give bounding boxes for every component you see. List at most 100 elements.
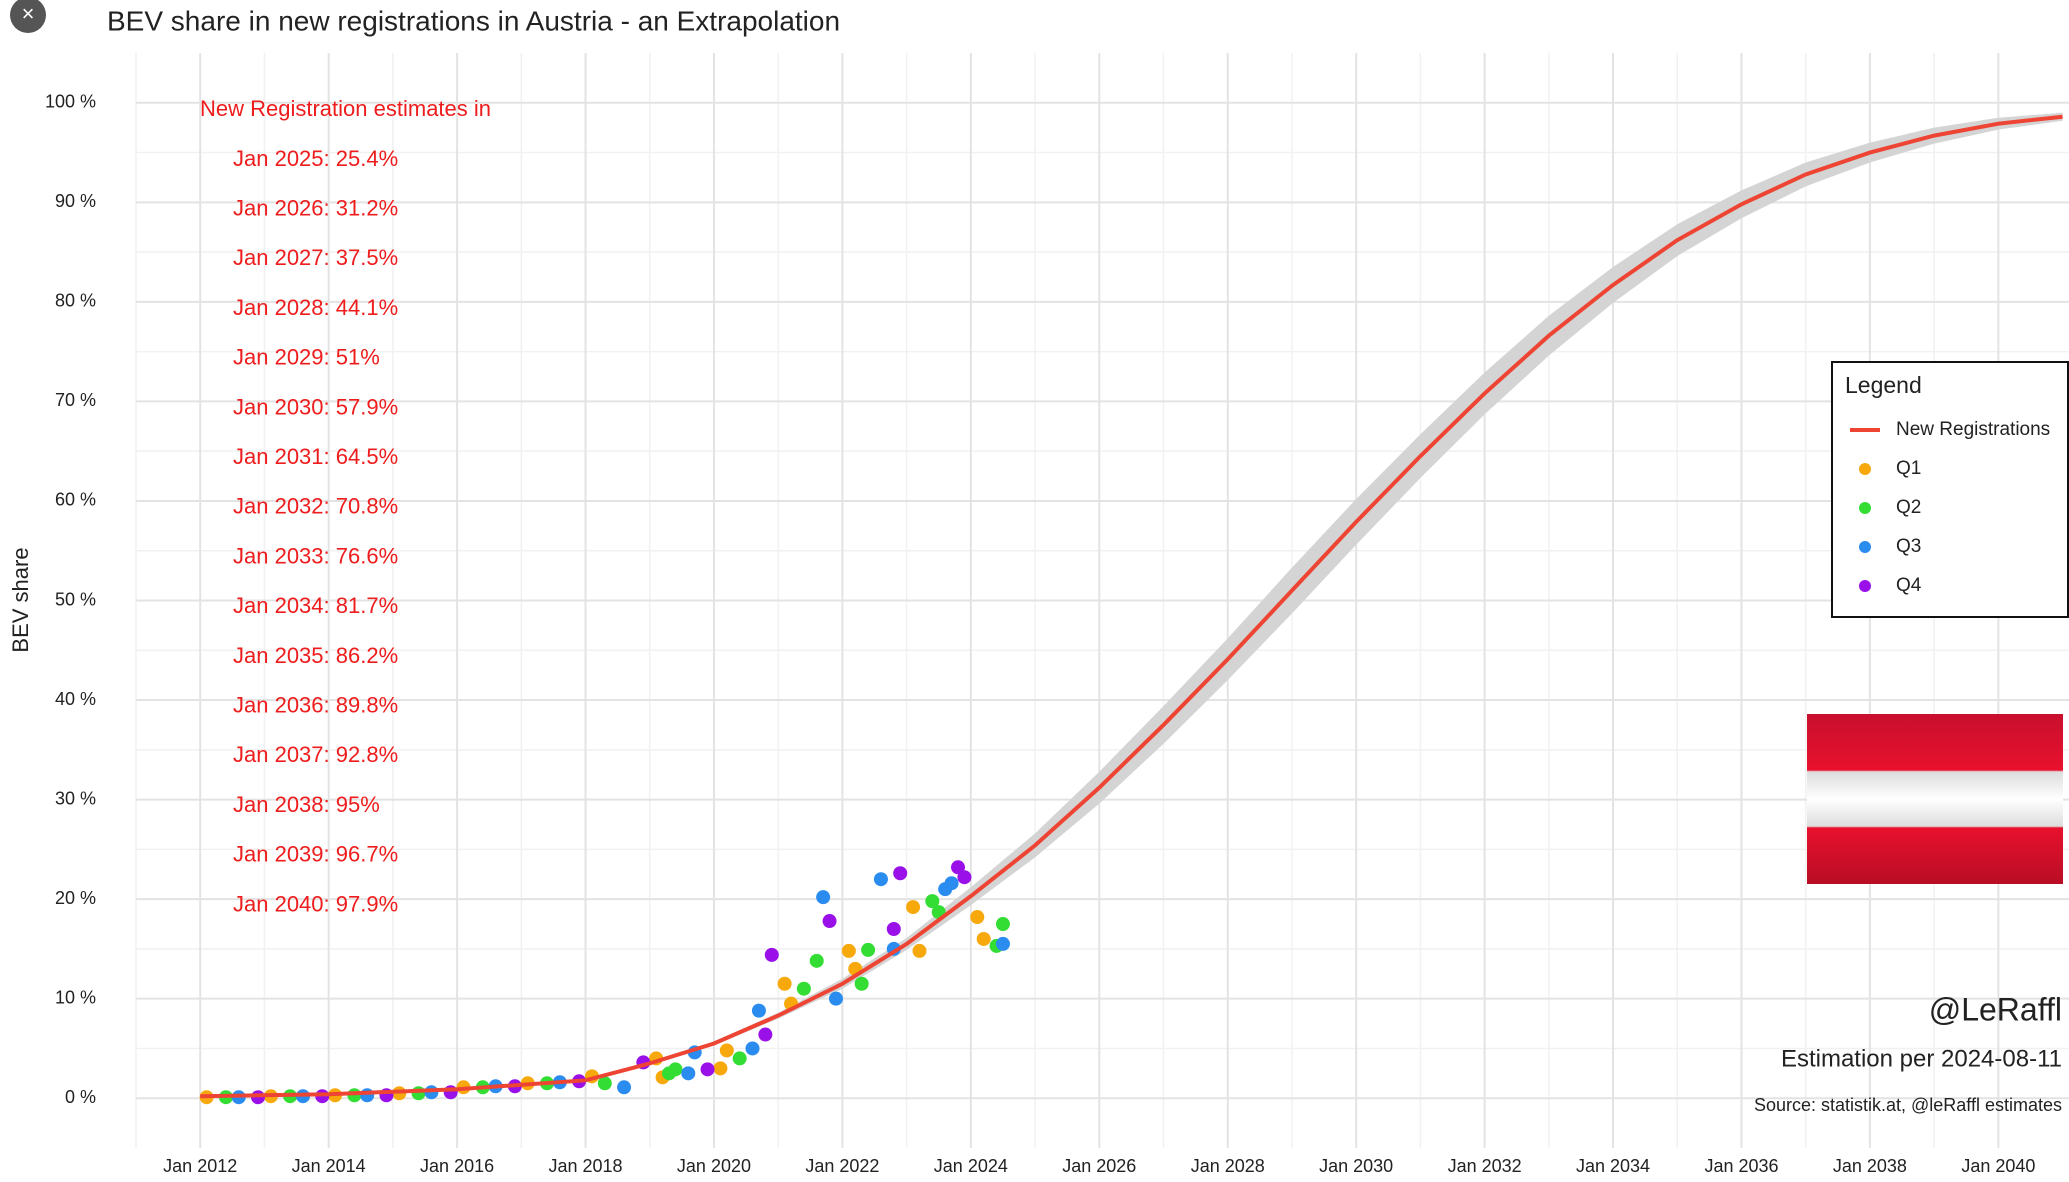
x-tick-label: Jan 2034 [1576,1156,1650,1176]
y-tick-label: 100 % [45,92,96,112]
annotation: Jan 2026: 31.2% [233,196,398,221]
data-point [906,900,921,915]
legend-label: Q1 [1896,458,1921,479]
x-tick-label: Jan 2026 [1062,1156,1136,1176]
y-axis-label: BEV share [8,547,33,652]
data-point [411,1086,426,1101]
x-tick-label: Jan 2018 [548,1156,622,1176]
data-point [681,1066,696,1081]
annotation: Jan 2032: 70.8% [233,494,398,519]
data-point [995,936,1010,951]
data-point [796,981,811,996]
labels: 0 % 10 % 20 % 30 % 40 % 50 % 60 % 70 % 80 % 90 % 1… [45,92,2035,1176]
data-point [700,1062,715,1077]
chart-title: BEV share in new registrations in Austri… [107,5,840,36]
author: @LeRaffl [1929,991,2062,1027]
data-point [713,1061,728,1076]
data-point [360,1088,375,1103]
x-tick-label: Jan 2020 [677,1156,751,1176]
x-tick-label: Jan 2036 [1704,1156,1778,1176]
annotation: Jan 2031: 64.5% [233,444,398,469]
data-point [951,860,966,875]
close-button[interactable] [10,0,46,33]
trend-line [200,114,2063,1099]
annotation: Jan 2033: 76.6% [233,543,398,568]
legend-box [1831,361,2069,618]
annotation: Jan 2038: 95% [233,792,380,817]
data-point [758,1027,773,1042]
data-point [809,953,824,968]
y-tick-label: 40 % [55,689,96,709]
annotation: Jan 2036: 89.8% [233,693,398,718]
annotation: Jan 2040: 97.9% [233,891,398,916]
data-point [617,1080,632,1095]
x-tick-label: Jan 2030 [1319,1156,1393,1176]
data-point [841,943,856,958]
y-tick-label: 90 % [55,191,96,211]
x-tick-label: Jan 2022 [805,1156,879,1176]
data-point [976,931,991,946]
legend-swatch [1859,502,1871,514]
data-point [854,976,869,991]
data-point [751,1003,766,1018]
data-point [957,870,972,885]
annotation: Jan 2029: 51% [233,345,380,370]
data-point [873,872,888,887]
data-point [944,876,959,891]
y-tick-label: 60 % [55,490,96,510]
x-tick-label: Jan 2038 [1833,1156,1907,1176]
y-tick-label: 50 % [55,589,96,609]
legend-swatch [1859,541,1871,553]
x-tick-label: Jan 2040 [1961,1156,2035,1176]
data-point [597,1076,612,1091]
data-point [764,947,779,962]
data-point [925,894,940,909]
annotation: Jan 2035: 86.2% [233,643,398,668]
x-tick-label: Jan 2032 [1448,1156,1522,1176]
data-point [745,1041,760,1056]
data-point [912,943,927,958]
grid [135,53,2069,1148]
annotation: Jan 2030: 57.9% [233,394,398,419]
annotation: Jan 2025: 25.4% [233,146,398,171]
x-tick-label: Jan 2028 [1191,1156,1265,1176]
y-tick-label: 80 % [55,291,96,311]
legend-label: Q3 [1896,536,1921,557]
legend-label: New Registrations [1896,419,2050,440]
estimation-date: Estimation per 2024-08-11 [1781,1045,2062,1072]
data-point [828,991,843,1006]
data-point [970,910,985,925]
y-tick-label: 30 % [55,788,96,808]
data-point [719,1043,734,1058]
austria-flag [1807,714,2063,884]
legend-title: Legend [1845,372,1922,398]
y-tick-label: 20 % [55,888,96,908]
close-icon[interactable]: × [22,1,35,26]
annotation: Jan 2028: 44.1% [233,295,398,320]
source: Source: statistik.at, @leRaffl estimates [1754,1095,2062,1115]
data-point [732,1051,747,1066]
legend-swatch [1859,580,1871,592]
data-point [777,976,792,991]
data-point [861,942,876,957]
annotation: Jan 2027: 37.5% [233,245,398,270]
x-tick-label: Jan 2016 [420,1156,494,1176]
legend-swatch [1859,463,1871,475]
annotation: Jan 2039: 96.7% [233,842,398,867]
data-point [822,914,837,929]
y-tick-label: 10 % [55,987,96,1007]
annotation: Jan 2034: 81.7% [233,593,398,618]
x-tick-label: Jan 2024 [934,1156,1008,1176]
legend: Legend New Registrations Q1 Q2 Q3 Q4 [1831,361,2069,618]
annotation-title: New Registration estimates in [200,96,491,121]
legend-label: Q4 [1896,575,1922,596]
data-point [668,1062,683,1077]
y-tick-label: 70 % [55,390,96,410]
data-point [995,917,1010,932]
y-tick-label: 0 % [65,1087,96,1107]
annotation: Jan 2037: 92.8% [233,742,398,767]
plot-area [199,112,2063,1105]
data-point [886,922,901,936]
